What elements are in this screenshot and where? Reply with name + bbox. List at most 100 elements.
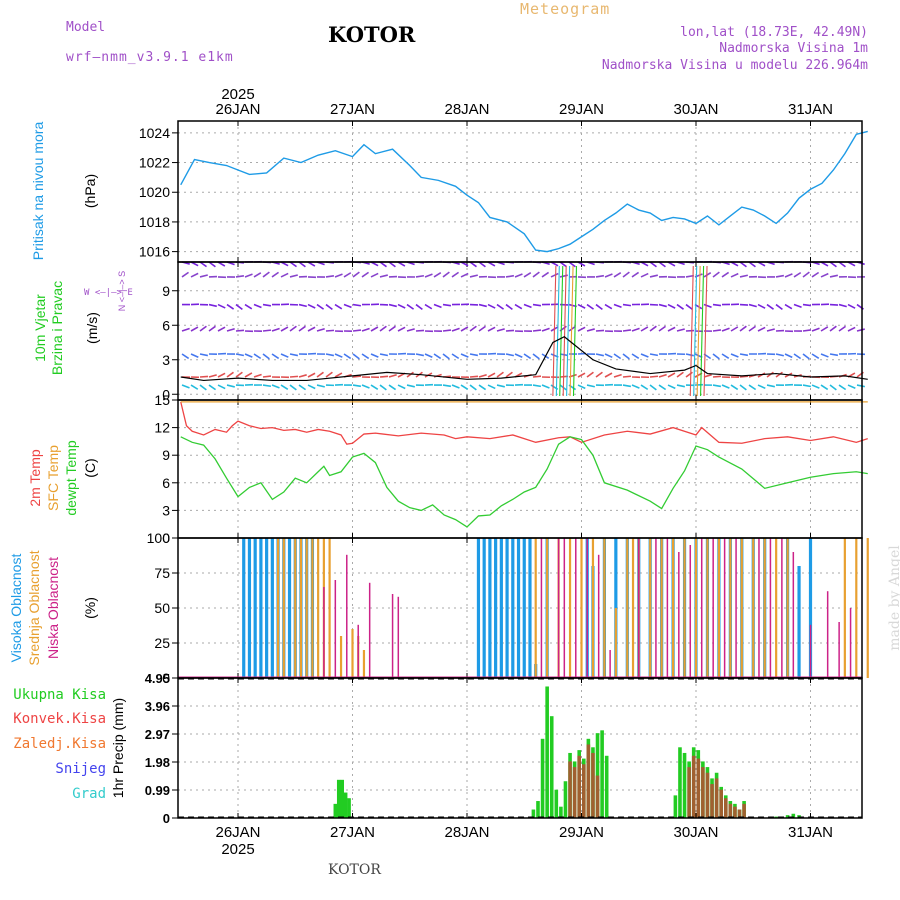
wind-barb: [658, 373, 667, 378]
wind-barb: [280, 353, 289, 358]
wind-barb: [307, 384, 316, 390]
wind-barb: [478, 261, 486, 268]
wind-barb: [352, 303, 362, 307]
wind-barb: [370, 353, 379, 358]
wind-barb: [298, 384, 307, 391]
wind-barb: [847, 326, 856, 332]
wind-barb: [370, 384, 379, 390]
wind-barb: [298, 303, 307, 308]
y-tick-label: 1022: [139, 155, 170, 171]
wind-barb: [595, 329, 605, 332]
bottom-year-label: 2025: [221, 841, 254, 858]
panel-frame: [177, 120, 863, 263]
wind-barb: [541, 327, 550, 332]
wind-barb: [181, 271, 190, 278]
wind-barb: [793, 303, 802, 308]
wind-barb: [712, 329, 722, 332]
model-caption: Model: [66, 20, 106, 35]
wind-barb: [766, 384, 775, 388]
wind-barb: [775, 274, 785, 278]
wind-barb: [703, 373, 712, 378]
dewpt-line: [180, 436, 868, 528]
wind-barb: [748, 384, 757, 391]
wind-storm-arrow: [562, 265, 567, 397]
y-tick-label: 3: [162, 502, 170, 518]
wind-barb: [262, 271, 270, 278]
wind-barb: [208, 303, 217, 308]
wind-barb: [352, 384, 362, 388]
convective-precip-bar: [581, 764, 586, 818]
wind-barb: [541, 384, 550, 389]
wind-barb: [622, 303, 632, 307]
wind-barb: [532, 353, 540, 360]
temp-2m-line: [180, 401, 868, 445]
wind-barb: [289, 375, 299, 378]
total-precip-bar: [531, 809, 536, 818]
top-year-label: 2025: [221, 86, 254, 103]
y-tick-label: 3: [162, 352, 170, 368]
wind-barb: [253, 303, 262, 309]
wind-barb: [208, 384, 217, 391]
wind-storm-arrow: [703, 265, 708, 397]
wind-barb: [811, 384, 820, 389]
wind-barb: [649, 274, 658, 278]
wind-barb: [775, 353, 784, 357]
wind-barb: [604, 372, 613, 378]
wind-barb: [730, 384, 739, 391]
wind-barb: [487, 384, 496, 390]
wind-barb: [406, 303, 415, 310]
wind-barb: [514, 273, 523, 278]
convective-precip-bar: [737, 809, 742, 818]
wind-barb: [415, 303, 423, 311]
total-precip-bar: [559, 806, 563, 818]
wind-barb: [460, 272, 469, 278]
wind-barb: [325, 353, 335, 357]
wind-barb: [424, 273, 433, 278]
wind-barb: [568, 325, 576, 332]
convective-precip-bar: [586, 744, 591, 818]
wind-barb: [766, 303, 774, 310]
wind-barb: [199, 384, 207, 391]
wind-speed-line: [180, 336, 868, 382]
wind-barb: [298, 261, 306, 268]
total-precip-bar: [336, 779, 341, 818]
y-tick-label: 1.98: [145, 755, 170, 770]
wind-barb: [316, 303, 325, 310]
convective-precip-bar: [728, 803, 733, 818]
total-precip-bar: [545, 686, 549, 818]
wind-barb: [325, 274, 335, 278]
wind-barb: [559, 261, 567, 268]
wind-barb: [352, 271, 360, 278]
wind-barb: [487, 372, 496, 378]
y-tick-label: 1024: [139, 125, 170, 141]
wind-barb: [640, 353, 649, 358]
y-tick-label: 1018: [139, 214, 170, 230]
wind-barb: [793, 271, 802, 278]
y-tick-label: 0: [163, 811, 170, 826]
wind-barb: [667, 303, 676, 309]
wind-barb: [622, 375, 632, 378]
wind-barb: [334, 353, 343, 358]
wind-barb: [316, 371, 324, 378]
y-tick-label: 0: [162, 530, 170, 546]
wind-barb: [217, 372, 226, 378]
wind-barb: [730, 272, 739, 278]
precip-legend-freezing: Zaledj.Kisa: [13, 736, 106, 752]
y-tick-label: 0.99: [145, 783, 170, 798]
lonlat-label: lon,lat (18.73E, 42.49N): [680, 25, 868, 40]
top-date-label: 28JAN: [444, 101, 489, 118]
wind-barb: [217, 303, 226, 309]
wind-barb: [406, 384, 415, 388]
wind-barb: [235, 329, 245, 332]
wind-barb: [838, 303, 847, 308]
wind-barb: [532, 384, 542, 388]
wind-storm-arrow: [552, 265, 557, 397]
convective-precip-bar: [719, 789, 723, 818]
total-precip-bar: [785, 815, 790, 818]
wind-barb: [487, 326, 496, 332]
wind-barb: [667, 372, 676, 378]
convective-precip-bar: [710, 784, 714, 818]
wind-barb: [496, 371, 504, 378]
wind-barb: [658, 325, 666, 332]
wind-barb: [379, 261, 387, 268]
